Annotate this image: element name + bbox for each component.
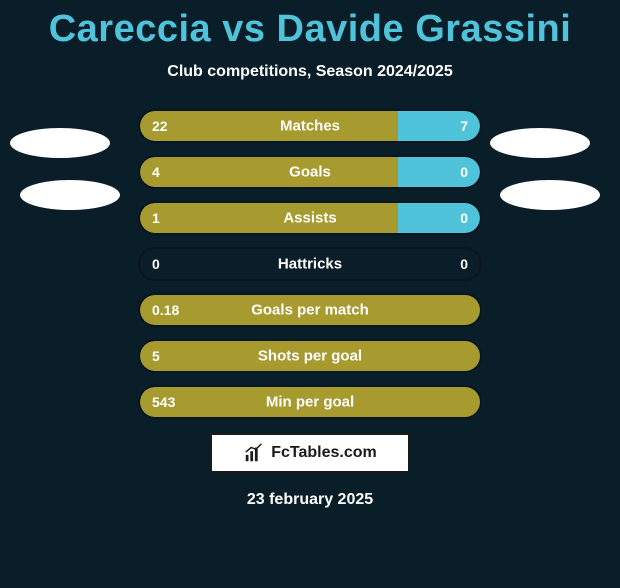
player2-logo-2 bbox=[500, 180, 600, 210]
subtitle: Club competitions, Season 2024/2025 bbox=[0, 63, 620, 81]
chart-icon bbox=[243, 442, 265, 464]
player1-bar bbox=[140, 203, 398, 233]
player1-value: 5 bbox=[152, 348, 160, 364]
player1-value: 22 bbox=[152, 118, 168, 134]
player2-logo-1 bbox=[490, 128, 590, 158]
stat-row: 543 Min per goal bbox=[140, 387, 480, 417]
stat-label: Goals bbox=[289, 164, 331, 181]
player1-value: 0 bbox=[152, 256, 160, 272]
player1-value: 4 bbox=[152, 164, 160, 180]
stat-label: Matches bbox=[280, 118, 340, 135]
stat-label: Shots per goal bbox=[258, 348, 362, 365]
badge-text: FcTables.com bbox=[271, 444, 377, 462]
player1-value: 543 bbox=[152, 394, 175, 410]
player1-logo-1 bbox=[10, 128, 110, 158]
source-badge: FcTables.com bbox=[210, 433, 410, 473]
stat-label: Min per goal bbox=[266, 394, 354, 411]
player1-bar bbox=[140, 157, 398, 187]
date-label: 23 february 2025 bbox=[0, 491, 620, 509]
player2-value: 0 bbox=[460, 164, 468, 180]
page-title: Careccia vs Davide Grassini bbox=[0, 8, 620, 51]
player1-logo-2 bbox=[20, 180, 120, 210]
player1-bar bbox=[140, 111, 398, 141]
stat-label: Goals per match bbox=[251, 302, 369, 319]
stat-row: 1 0 Assists bbox=[140, 203, 480, 233]
player2-value: 7 bbox=[460, 118, 468, 134]
stat-label: Hattricks bbox=[278, 256, 342, 273]
player1-value: 0.18 bbox=[152, 302, 179, 318]
player1-value: 1 bbox=[152, 210, 160, 226]
stat-label: Assists bbox=[283, 210, 336, 227]
stat-row: 4 0 Goals bbox=[140, 157, 480, 187]
player2-value: 0 bbox=[460, 210, 468, 226]
stat-row: 5 Shots per goal bbox=[140, 341, 480, 371]
player2-value: 0 bbox=[460, 256, 468, 272]
stat-row: 0 0 Hattricks bbox=[140, 249, 480, 279]
stat-row: 22 7 Matches bbox=[140, 111, 480, 141]
stat-row: 0.18 Goals per match bbox=[140, 295, 480, 325]
